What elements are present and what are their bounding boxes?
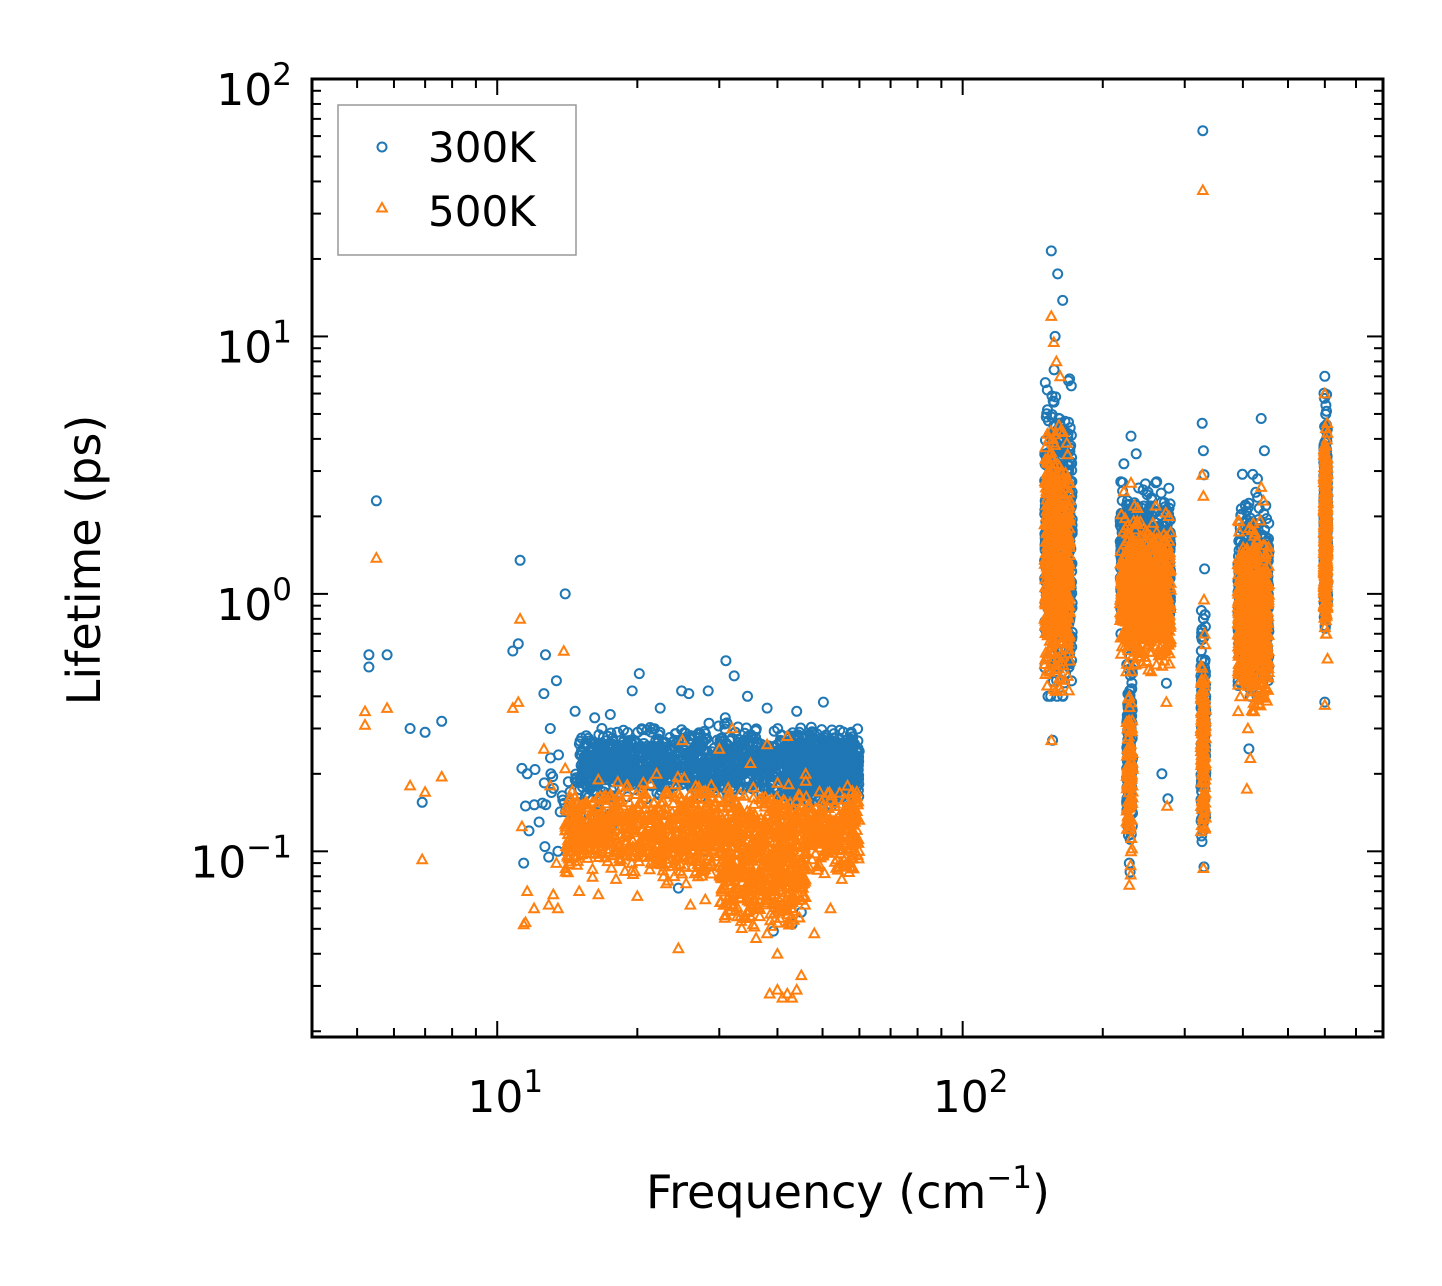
point-300k (834, 724, 846, 736)
point-300k (636, 724, 648, 736)
point-300k (703, 717, 715, 729)
point-300k (597, 731, 609, 743)
point-300k (642, 747, 654, 759)
point-300k (648, 740, 660, 752)
point-300k (768, 725, 780, 737)
point-300k (719, 718, 731, 730)
point-300k (666, 744, 677, 756)
point-300k (607, 769, 619, 781)
point-300k (654, 755, 666, 767)
point-300k (630, 743, 642, 755)
point-300k (768, 755, 780, 767)
point-300k (739, 738, 751, 750)
point-300k (685, 747, 696, 759)
point-300k (714, 738, 726, 750)
point-300k (715, 733, 727, 744)
point-300k (805, 721, 817, 733)
point-300k (598, 751, 610, 763)
point-300k (679, 777, 691, 789)
point-300k (614, 764, 626, 776)
point-300k (685, 730, 697, 742)
point-300k (770, 758, 781, 769)
point-300k (645, 762, 657, 774)
point-300k (586, 738, 598, 749)
point-300k (618, 724, 629, 736)
point-300k (699, 732, 711, 744)
point-300k (630, 737, 641, 749)
point-300k (715, 764, 727, 776)
point-300k (703, 767, 715, 779)
point-300k (665, 755, 677, 767)
point-300k (704, 756, 716, 768)
point-300k (699, 728, 711, 740)
point-300k (726, 732, 738, 744)
point-300k (631, 771, 643, 783)
point-300k (579, 739, 591, 751)
point-300k (747, 745, 759, 757)
point-300k (730, 778, 742, 789)
point-300k (750, 773, 762, 785)
point-300k (756, 757, 768, 769)
point-300k (745, 731, 757, 743)
point-300k (641, 724, 653, 736)
point-300k (721, 770, 733, 781)
point-300k (632, 756, 644, 768)
point-300k (750, 731, 762, 743)
point-300k (732, 751, 744, 762)
point-300k (678, 757, 690, 769)
point-300k (626, 758, 638, 770)
point-300k (766, 778, 778, 789)
point-300k (573, 738, 585, 750)
point-300k (669, 765, 681, 777)
data-points (358, 125, 1335, 1003)
point-300k (852, 723, 864, 735)
